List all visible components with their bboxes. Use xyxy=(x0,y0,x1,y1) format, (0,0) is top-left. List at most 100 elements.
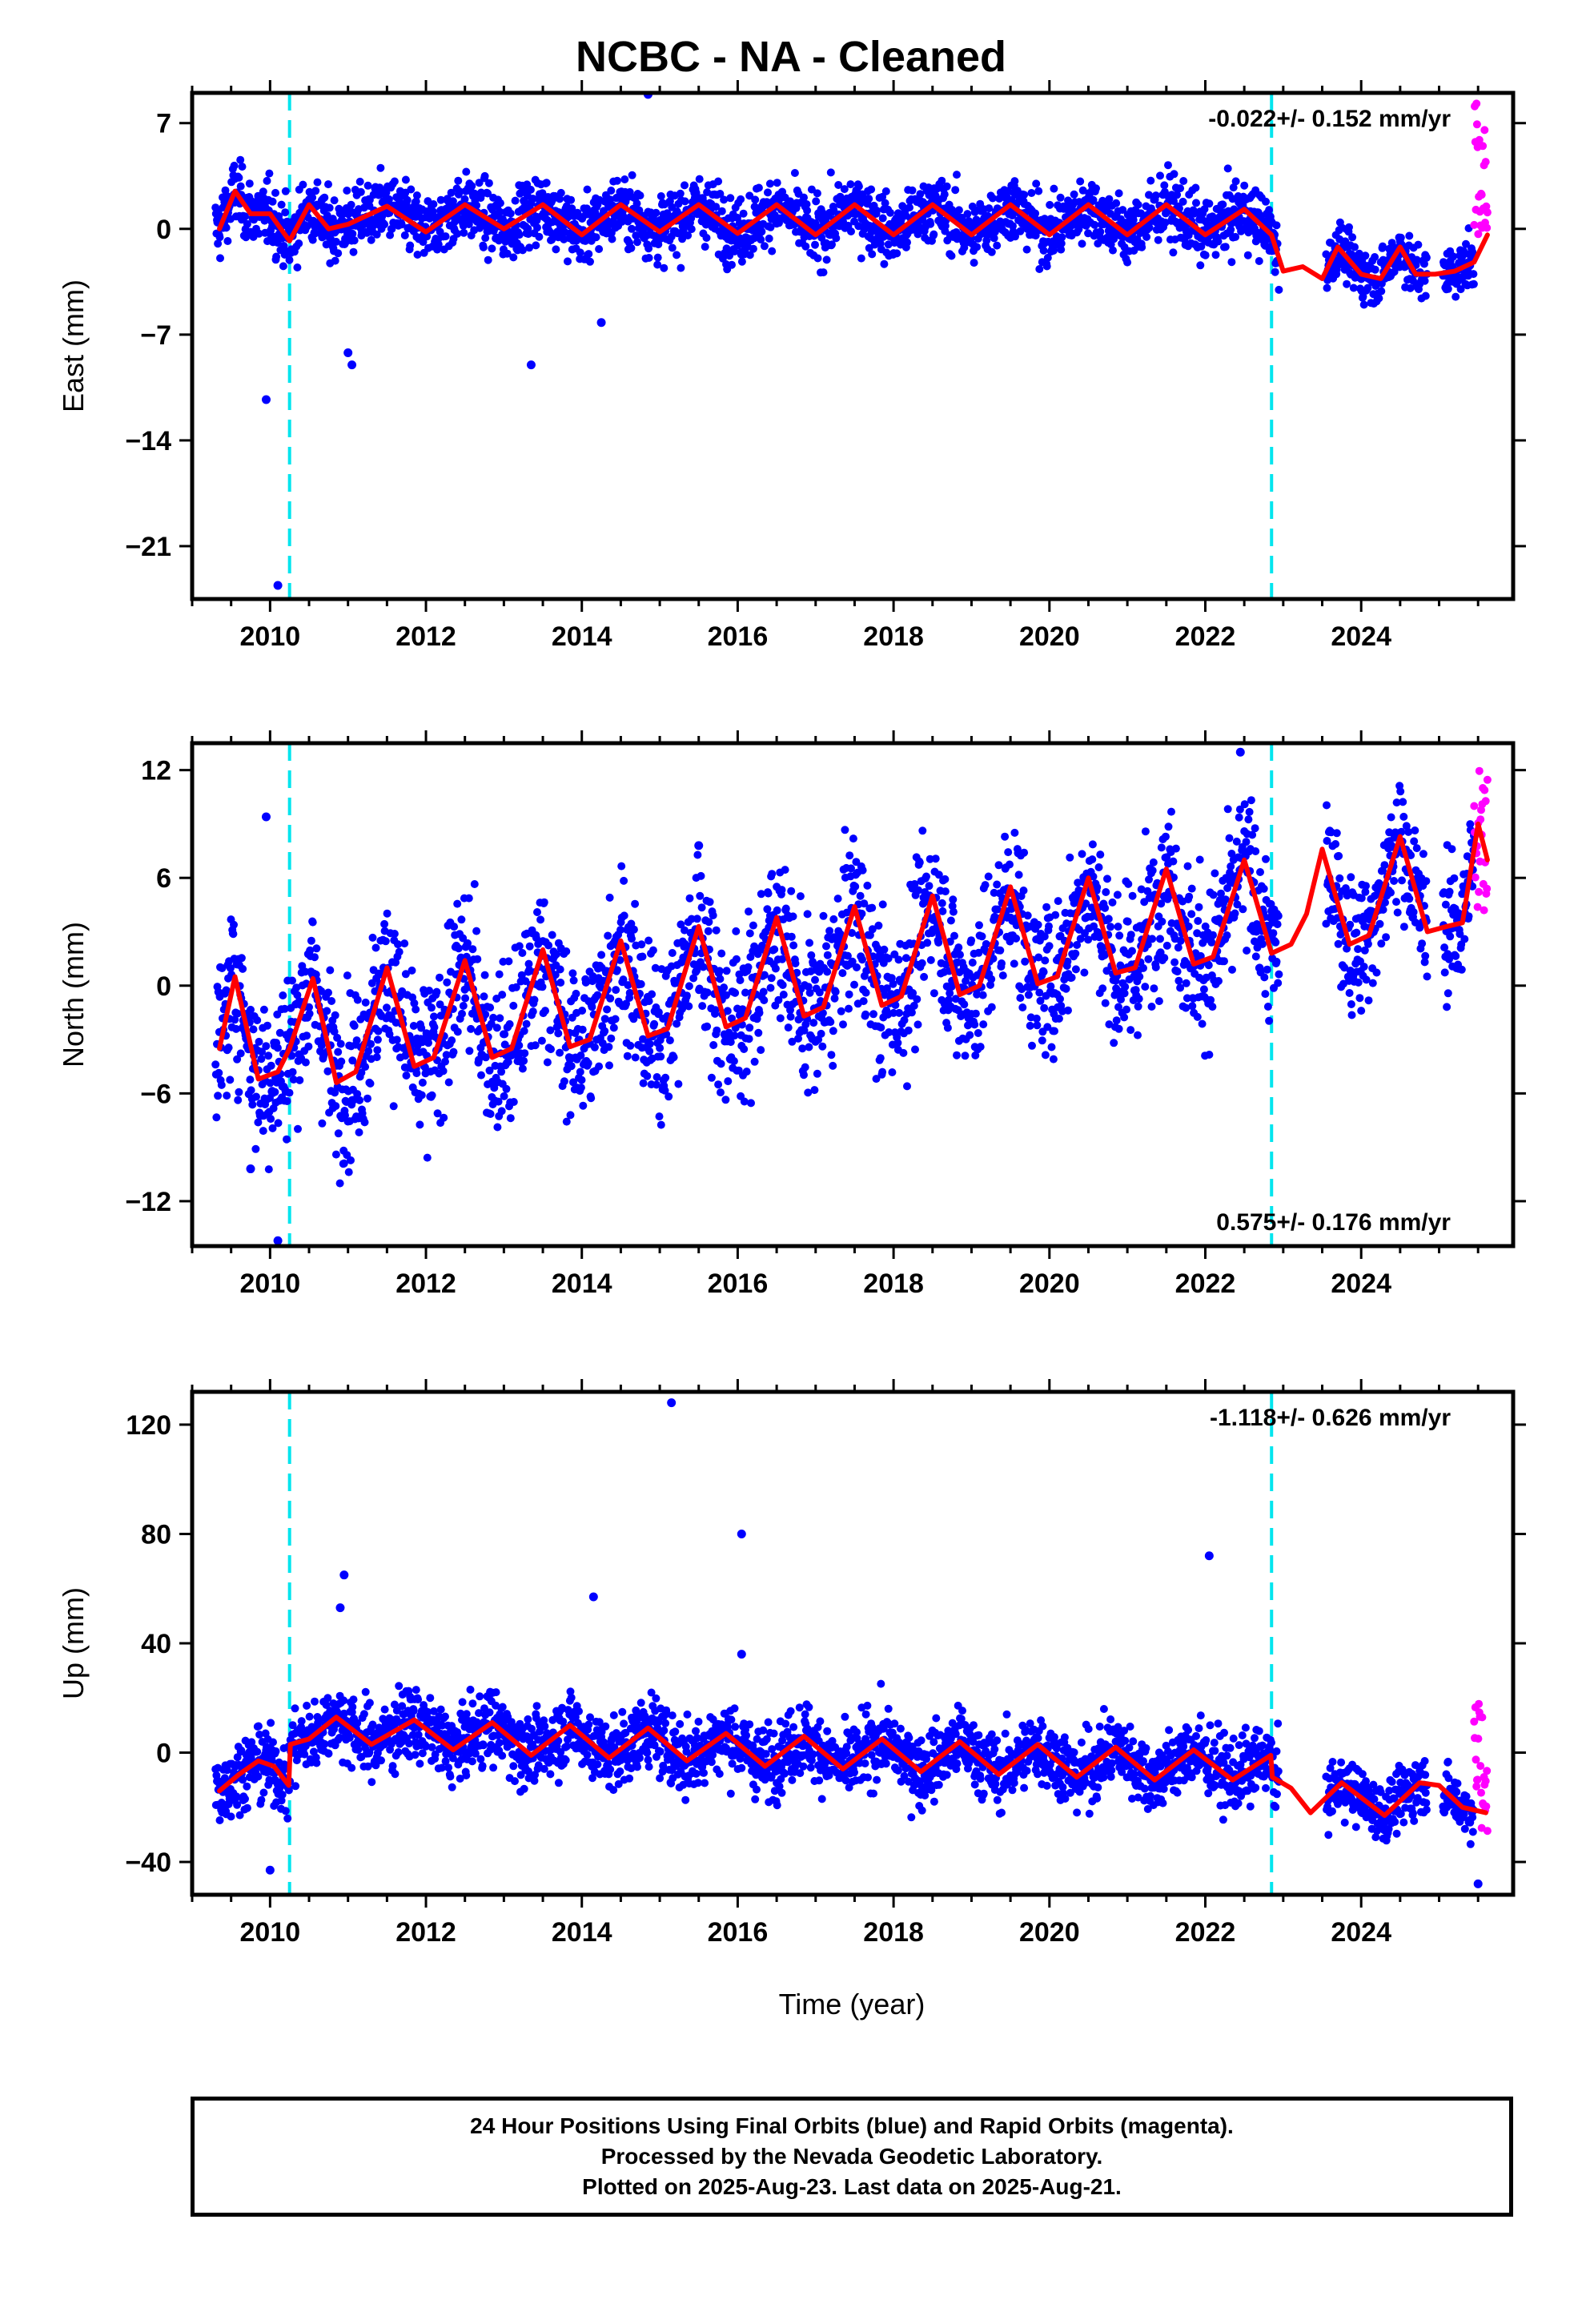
east-final-point xyxy=(241,212,249,221)
north-final-point xyxy=(1188,1002,1197,1011)
north-final-point xyxy=(903,1082,911,1091)
east-final-point xyxy=(525,243,534,252)
north-final-point xyxy=(941,875,950,883)
north-final-point xyxy=(655,1112,664,1121)
east-final-point xyxy=(1221,243,1230,251)
north-final-point xyxy=(776,1014,785,1023)
north-final-point xyxy=(509,1001,518,1010)
north-final-point xyxy=(760,996,769,1004)
north-final-point xyxy=(1198,1019,1207,1028)
east-final-point xyxy=(1179,177,1188,185)
north-final-point xyxy=(401,970,410,979)
east-final-point xyxy=(1421,292,1430,300)
north-final-point xyxy=(596,983,605,992)
north-final-point xyxy=(881,991,889,999)
north-final-point xyxy=(787,887,796,895)
north-final-point xyxy=(1012,934,1021,943)
north-final-point xyxy=(477,1071,485,1080)
north-final-point xyxy=(859,997,868,1006)
north-final-point xyxy=(247,1005,255,1014)
north-final-point xyxy=(569,1078,577,1087)
north-final-point xyxy=(1126,931,1135,939)
north-final-point xyxy=(730,1031,739,1040)
north-final-point xyxy=(850,980,858,989)
north-final-point xyxy=(1242,838,1251,846)
east-final-point xyxy=(1170,170,1178,179)
north-final-point xyxy=(907,1008,916,1017)
north-final-point xyxy=(1106,923,1115,931)
north-final-point xyxy=(1134,1002,1142,1011)
north-final-point xyxy=(352,1036,361,1045)
north-final-point xyxy=(1235,805,1244,814)
north-final-point xyxy=(758,941,766,950)
north-final-point xyxy=(1195,903,1203,911)
east-final-point xyxy=(1214,237,1223,246)
north-final-point xyxy=(1039,967,1048,976)
north-final-point xyxy=(360,1118,369,1127)
north-final-point xyxy=(1047,1043,1056,1051)
north-final-point xyxy=(723,1007,732,1015)
north-final-point xyxy=(1135,972,1144,981)
east-final-point xyxy=(1176,184,1185,193)
east-final-point xyxy=(1420,259,1428,268)
north-final-point xyxy=(237,954,246,963)
north-final-point xyxy=(497,1068,506,1076)
east-final-point xyxy=(813,189,821,198)
east-final-point xyxy=(1359,292,1367,301)
north-final-point xyxy=(1251,952,1260,961)
east-final-point xyxy=(612,176,621,185)
north-final-point xyxy=(604,931,612,940)
north-final-point xyxy=(757,890,765,899)
east-final-point xyxy=(868,250,877,259)
north-final-point xyxy=(259,1127,267,1136)
north-final-point xyxy=(778,981,787,989)
east-final-point xyxy=(1146,176,1155,185)
north-final-point xyxy=(1149,858,1158,866)
north-final-point xyxy=(1235,813,1243,822)
north-final-point xyxy=(1183,862,1192,870)
north-final-point xyxy=(224,1043,233,1052)
north-final-point xyxy=(852,858,861,866)
east-final-point xyxy=(518,246,527,255)
north-final-point xyxy=(459,934,468,943)
north-final-point xyxy=(781,904,790,913)
east-final-point xyxy=(1035,265,1044,273)
north-final-point xyxy=(481,1053,490,1062)
east-final-point xyxy=(963,210,972,219)
north-final-point xyxy=(656,1052,665,1061)
north-final-point xyxy=(817,1029,825,1038)
north-final-point xyxy=(380,919,389,928)
north-final-point xyxy=(235,1088,243,1096)
north-final-point xyxy=(745,1035,753,1043)
north-final-point xyxy=(1121,983,1130,991)
north-final-point xyxy=(745,907,753,916)
north-final-point xyxy=(236,1049,245,1058)
north-final-point xyxy=(773,906,781,915)
north-final-point xyxy=(334,1129,343,1138)
north-final-point xyxy=(597,951,606,959)
north-final-point xyxy=(909,989,917,997)
east-final-point xyxy=(1011,232,1019,241)
east-final-point xyxy=(1084,229,1093,238)
north-final-point xyxy=(843,951,852,960)
east-final-point xyxy=(1227,225,1235,234)
north-final-point xyxy=(1084,935,1093,944)
east-final-point xyxy=(878,192,887,201)
east-final-point xyxy=(1377,287,1386,296)
east-final-point xyxy=(702,234,711,242)
east-final-point xyxy=(632,231,640,240)
north-final-point xyxy=(353,995,362,1004)
north-final-point xyxy=(648,946,657,955)
north-final-point xyxy=(967,936,976,945)
east-final-point xyxy=(1031,209,1040,218)
east-final-point xyxy=(701,243,709,251)
north-final-point xyxy=(1050,1027,1058,1035)
north-final-point xyxy=(1101,999,1110,1007)
east-final-point xyxy=(1243,251,1252,259)
east-final-point xyxy=(826,168,835,177)
north-final-point xyxy=(616,926,624,935)
north-final-point xyxy=(581,978,590,987)
north-final-point xyxy=(868,903,877,912)
north-final-point xyxy=(492,1023,501,1032)
